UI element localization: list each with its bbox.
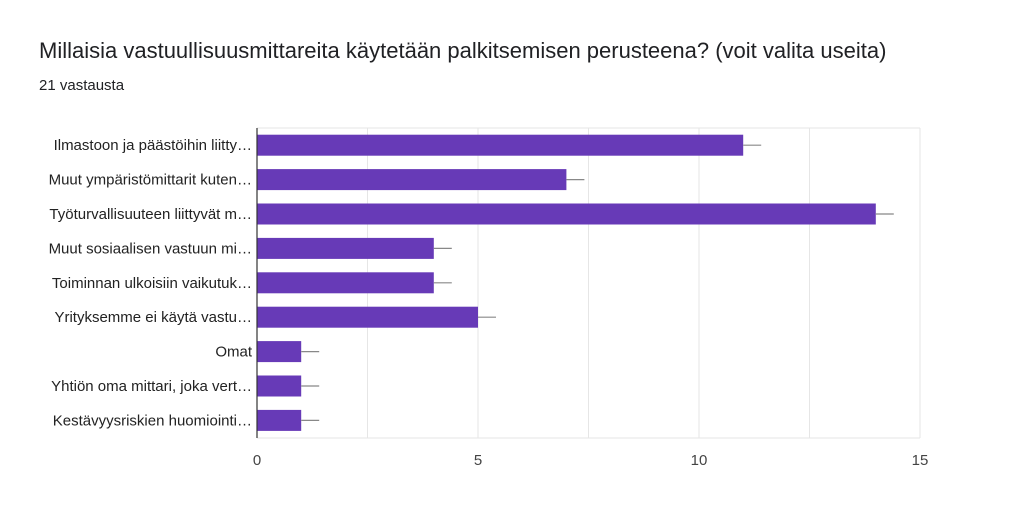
x-tick-label: 15 bbox=[912, 452, 929, 469]
bar bbox=[257, 203, 876, 225]
category-label: Muut sosiaalisen vastuun mi… bbox=[49, 240, 252, 257]
category-label: Toiminnan ulkoisiin vaikutuk… bbox=[52, 275, 252, 292]
x-tick-label: 10 bbox=[691, 452, 708, 469]
chart-title: Millaisia vastuullisuusmittareita käytet… bbox=[39, 38, 887, 63]
category-label: Muut ympäristömittarit kuten… bbox=[49, 172, 252, 189]
category-label: Yhtiön oma mittari, joka vert… bbox=[51, 378, 252, 395]
bar bbox=[257, 134, 744, 156]
error-bars bbox=[301, 144, 894, 421]
gridlines bbox=[257, 127, 921, 439]
category-label: Kestävyysriskien huomiointi… bbox=[53, 412, 252, 429]
x-tick-label: 5 bbox=[474, 452, 482, 469]
response-count: 21 vastausta bbox=[39, 77, 125, 94]
category-label: Yrityksemme ei käytä vastu… bbox=[54, 309, 252, 326]
x-tick-label: 0 bbox=[253, 452, 261, 469]
bar bbox=[257, 409, 302, 431]
bar bbox=[257, 375, 302, 397]
category-label: Omat bbox=[215, 344, 253, 361]
bar bbox=[257, 237, 434, 259]
category-label: Työturvallisuuteen liittyvät m… bbox=[49, 206, 252, 223]
bar bbox=[257, 272, 434, 294]
bar bbox=[257, 341, 302, 363]
bars bbox=[257, 134, 876, 431]
bar bbox=[257, 169, 567, 191]
category-label: Ilmastoon ja päästöihin liitty… bbox=[54, 137, 252, 154]
bar bbox=[257, 306, 478, 328]
category-labels: Ilmastoon ja päästöihin liitty… Muut ympä… bbox=[49, 137, 253, 429]
x-tick-labels: 0 5 10 15 bbox=[253, 452, 929, 469]
